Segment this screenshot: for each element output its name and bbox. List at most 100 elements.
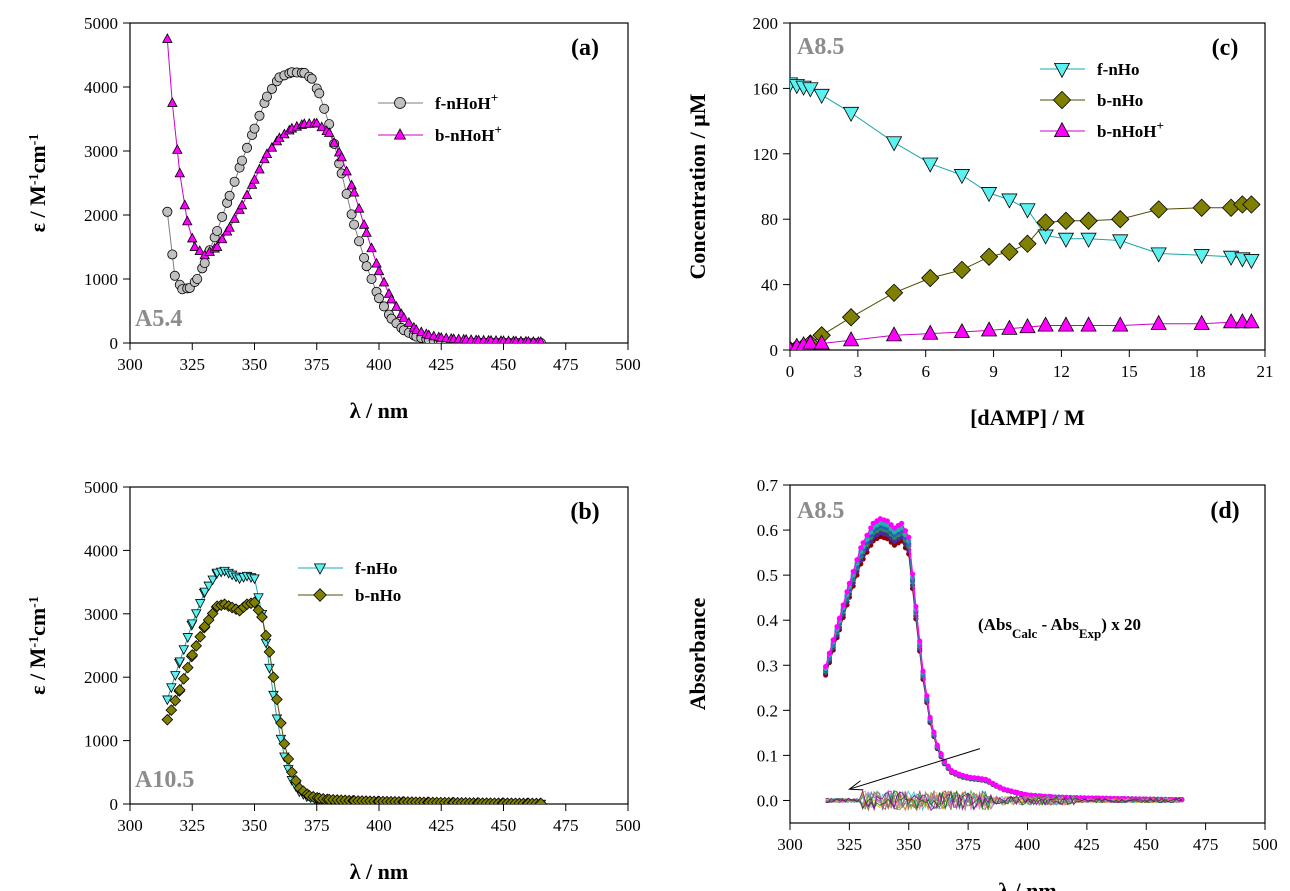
spectrum-point (920, 668, 926, 674)
legend: f-nHo b-nHo (298, 559, 401, 605)
y-ticks: 0.0 0.1 0.2 0.3 0.4 0.5 0.6 0.7 (757, 476, 790, 810)
data-point (980, 321, 998, 337)
absorbance-spectrum (823, 522, 1185, 803)
y-tick-label: 0.0 (757, 791, 778, 810)
data-point (311, 117, 323, 128)
data-point (306, 73, 317, 84)
spectrum-point (899, 520, 905, 526)
data-point (224, 190, 235, 201)
data-point (248, 596, 261, 609)
legend-label: b-nHoH+ (1097, 118, 1164, 142)
spectrum-line (825, 527, 1182, 801)
data-point (802, 334, 819, 350)
y-tick-label: 3000 (84, 605, 118, 624)
y-axis-label-base: ε / M (25, 647, 50, 695)
x-tick-label: 300 (117, 816, 143, 835)
series-b-nhoh- (790, 313, 1260, 350)
y-axis-label-sup: -1 (27, 596, 42, 608)
data-point (169, 694, 182, 707)
data-point (194, 630, 207, 643)
spectrum-point (868, 525, 874, 531)
y-tick-label: 0.4 (757, 611, 779, 630)
y-tick-label: 160 (753, 79, 779, 98)
x-axis-label: [dAMP] / M (970, 405, 1085, 430)
data-point (190, 640, 203, 652)
x-axis-label: λ / nm (998, 878, 1056, 891)
spectrum-point (975, 775, 981, 781)
legend-marker (393, 128, 407, 140)
spectrum-point (913, 603, 919, 610)
data-point (953, 169, 971, 185)
spectrum-point (1028, 792, 1034, 798)
x-tick-label: 425 (1074, 835, 1100, 854)
spectrum-point (840, 602, 846, 608)
data-point (236, 199, 248, 210)
data-point (169, 270, 180, 281)
annotation-arrow-line (849, 748, 981, 790)
y-tick-label: 0 (770, 341, 779, 360)
legend-marker (394, 97, 406, 109)
data-point (241, 189, 253, 200)
data-point (249, 173, 260, 184)
y-tick-label: 2000 (84, 668, 118, 687)
spectrum-point (909, 571, 916, 577)
legend-label-base: b-nHoH (1097, 122, 1157, 141)
data-point (885, 326, 903, 342)
data-point (813, 88, 830, 105)
x-tick-label: 21 (1257, 362, 1274, 381)
legend-label: b-nHo (1097, 91, 1143, 110)
data-point (249, 574, 260, 585)
legend-label: f-nHo (355, 559, 398, 578)
data-point (162, 206, 173, 217)
data-point (1193, 249, 1210, 265)
x-tick-label: 350 (896, 835, 922, 854)
panel-label: (c) (1212, 35, 1239, 61)
data-point (922, 157, 939, 173)
data-point (177, 672, 190, 685)
x-tick-label: 500 (1252, 835, 1278, 854)
legend-marker (313, 588, 327, 602)
data-point (378, 276, 390, 287)
condition-label: A8.5 (797, 498, 844, 524)
plot-area (790, 77, 1261, 350)
data-point (259, 153, 270, 164)
spectrum-line (825, 531, 1182, 801)
spectrum-point (902, 528, 909, 534)
data-point (1222, 313, 1240, 329)
spectrum-line (825, 522, 1182, 801)
data-point (1112, 234, 1129, 250)
series-line (166, 601, 541, 804)
y-tick-label: 4000 (84, 78, 118, 97)
legend: f-nHoH+b-nHoH+ (378, 90, 502, 145)
data-point (361, 227, 372, 237)
absorbance-spectrum (823, 529, 1185, 803)
x-tick-label: 425 (429, 816, 455, 835)
annotation-part: (Abs (978, 615, 1012, 634)
y-ticks: 0 40 80 120 160 200 (753, 14, 790, 360)
spectrum-point (858, 545, 864, 551)
x-tick-label: 475 (553, 816, 579, 835)
series-b-nho (790, 195, 1261, 350)
data-point (1001, 319, 1018, 335)
residual-line (825, 790, 1183, 813)
x-tick-label: 450 (491, 816, 517, 835)
data-point (1222, 250, 1240, 266)
spectrum-point (884, 536, 890, 542)
data-point (260, 629, 272, 642)
data-point (1243, 313, 1260, 329)
condition-label: A5.4 (135, 306, 182, 332)
y-tick-label: 0 (110, 795, 119, 814)
spectrum-point (927, 714, 933, 720)
panel-a: 300 325 350 375 400 425 450 475 5000100020003000… (25, 14, 641, 423)
x-ticks: 0 3 6 9 12 15 18 21 (786, 350, 1274, 381)
x-tick-label: 300 (117, 355, 143, 374)
data-point (229, 176, 240, 187)
y-axis-label-mid: cm (25, 145, 50, 173)
data-point (199, 257, 210, 268)
data-point (336, 151, 347, 162)
data-point (216, 233, 228, 244)
data-point (1080, 316, 1097, 332)
series-line (790, 321, 1252, 350)
plot-area (823, 516, 1185, 813)
data-point (166, 683, 177, 694)
